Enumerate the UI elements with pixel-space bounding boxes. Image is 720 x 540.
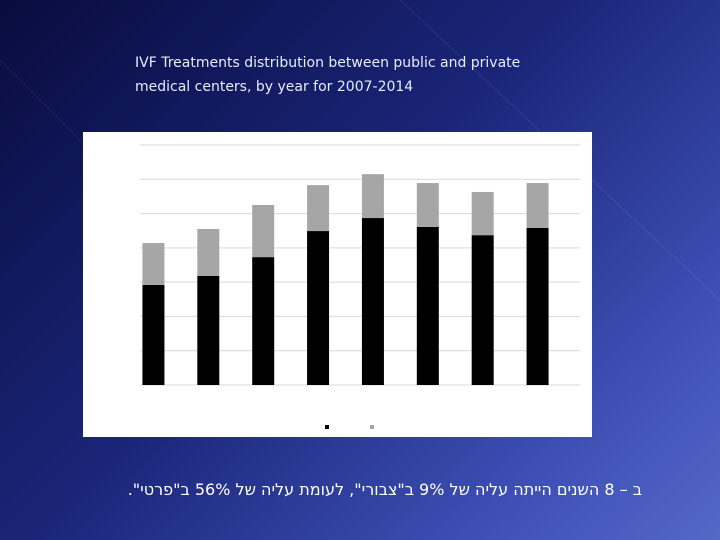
bar-segment bbox=[307, 231, 330, 385]
chart-title: IVF Treatments distribution between publ… bbox=[135, 55, 521, 71]
bar-segment bbox=[526, 183, 549, 228]
bar-segment bbox=[361, 218, 384, 385]
bar-segment bbox=[471, 235, 494, 385]
chart-title: medical centers, by year for 2007-2014 bbox=[135, 79, 414, 95]
bar-segment bbox=[197, 275, 220, 385]
chart-area bbox=[83, 132, 592, 437]
bar-segment bbox=[416, 226, 439, 385]
footnote: ב – 8 השנים הייתה עליה של 9% ב"צבורי", ל… bbox=[127, 480, 642, 499]
bar-segment bbox=[142, 284, 165, 385]
bar-segment bbox=[471, 191, 494, 236]
bar-segment bbox=[526, 227, 549, 385]
legend-marker bbox=[370, 425, 374, 429]
legend-marker bbox=[325, 425, 329, 429]
bar-segment bbox=[252, 205, 275, 258]
bar-segment bbox=[416, 183, 439, 227]
bar-segment bbox=[197, 229, 220, 276]
bar-segment bbox=[142, 243, 165, 285]
bar-segment bbox=[361, 174, 384, 219]
bar-segment bbox=[252, 257, 275, 385]
bar-segment bbox=[307, 185, 330, 232]
